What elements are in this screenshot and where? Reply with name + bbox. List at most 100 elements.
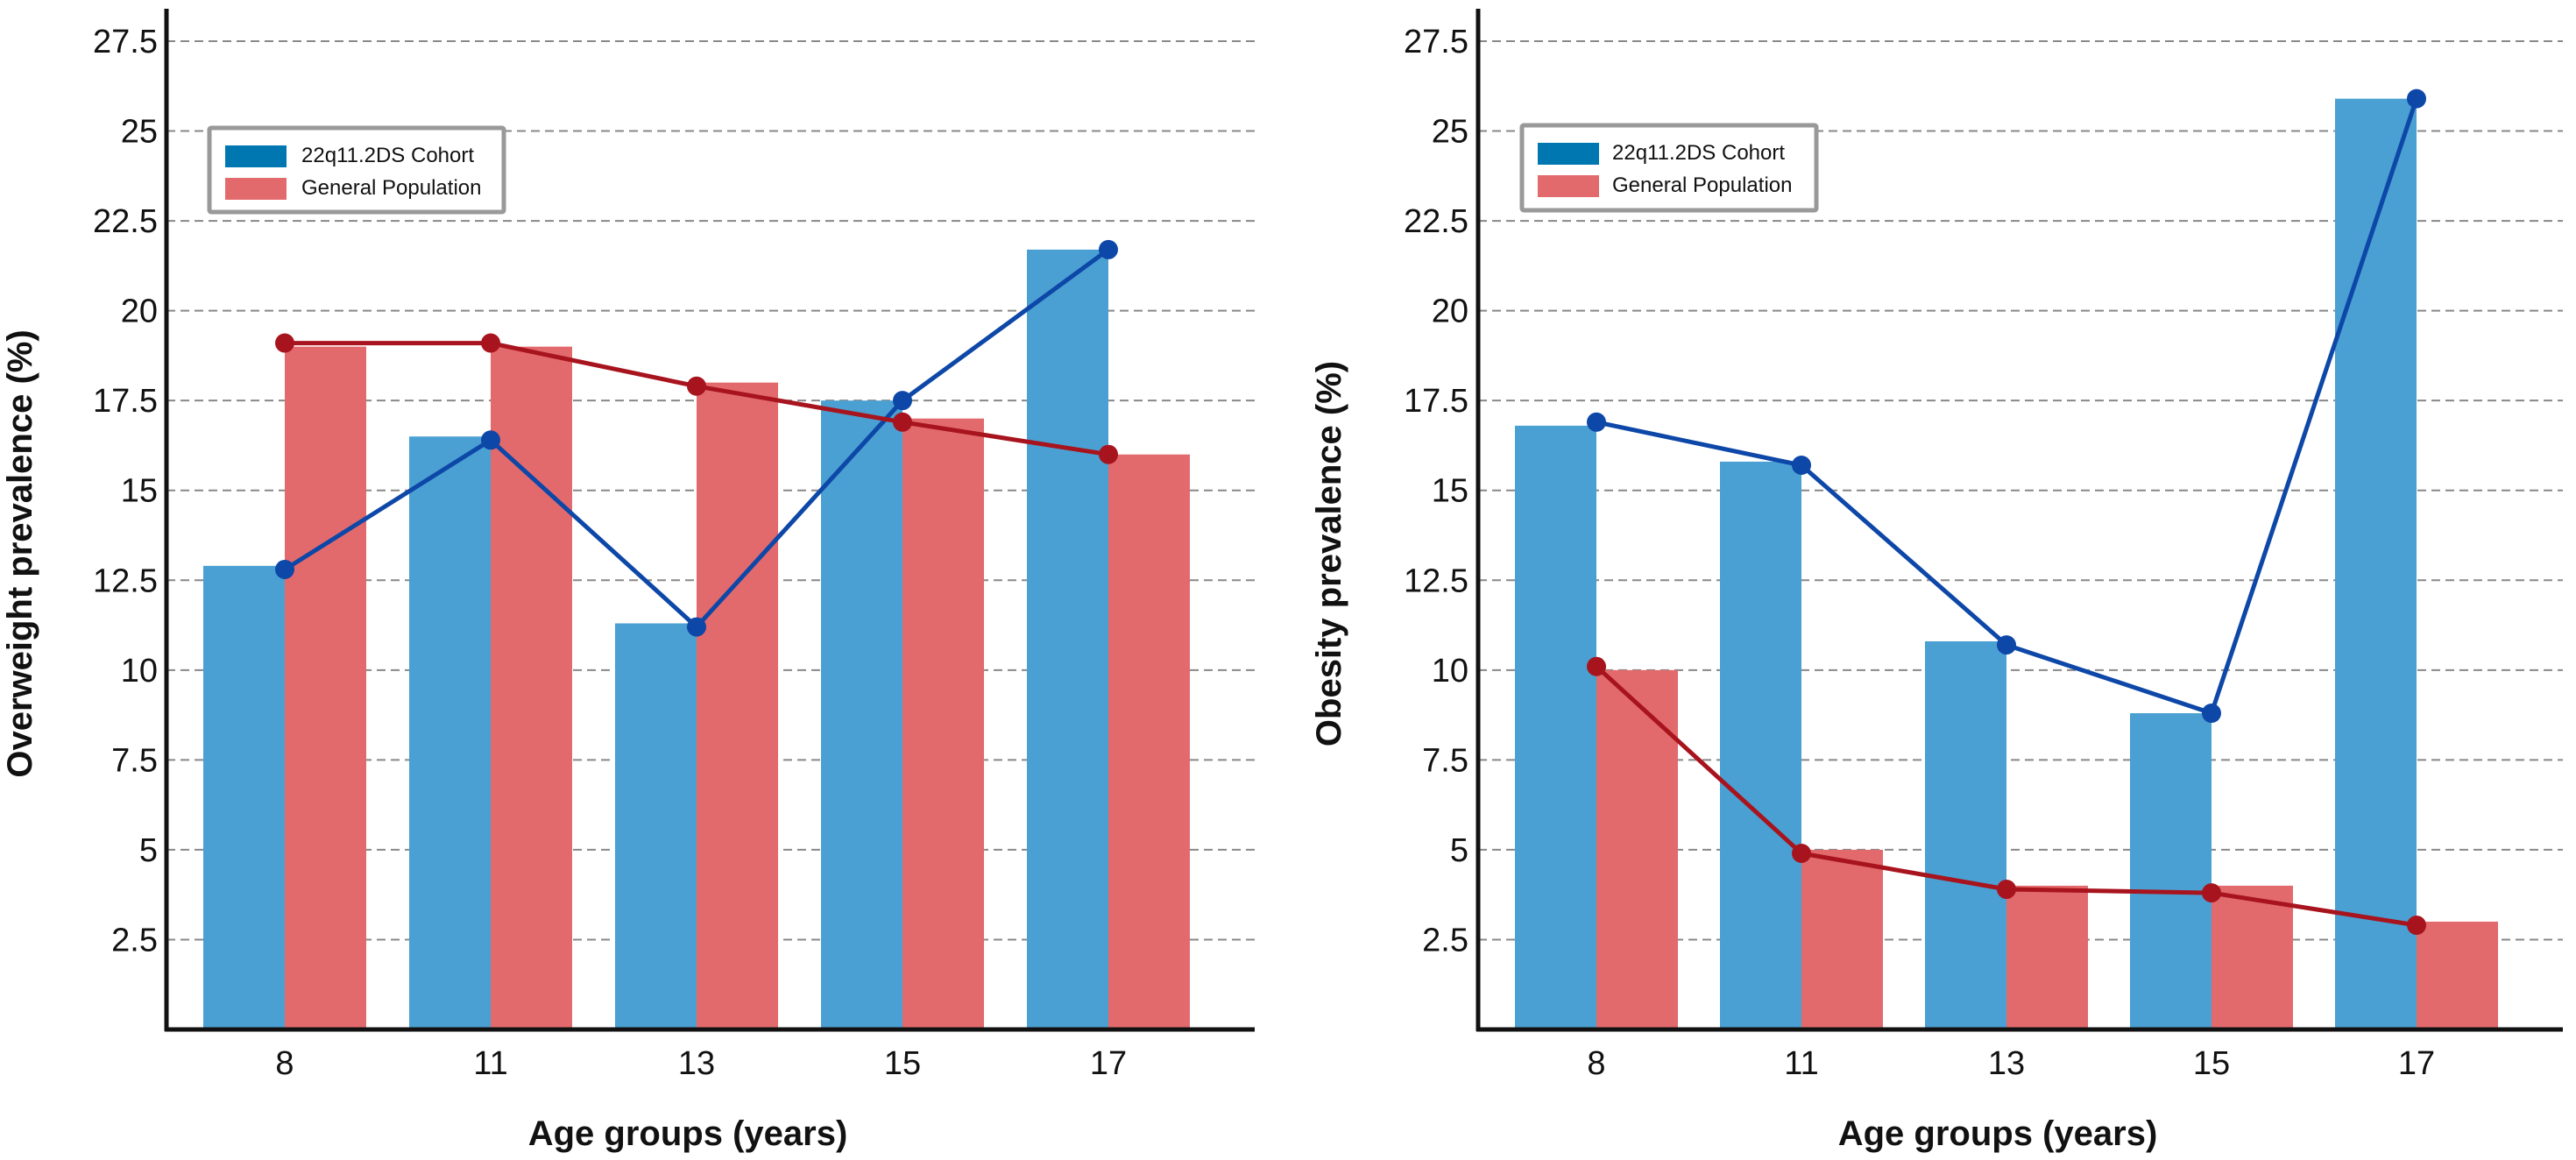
obesity-y-tick-label: 15 [1432,473,1468,510]
obesity-trend-point-cohort [2407,88,2426,109]
overweight-bars [203,249,1190,1029]
obesity-y-tick-label: 10 [1432,653,1468,690]
overweight-chart-panel: 2.5 5 7.5 10 12.5 15 17.5 20 22.5 25 27.5 8 11 13 15 1… [1,9,1255,1153]
obesity-x-tick-label: 8 [1587,1045,1605,1082]
overweight-y-tick-label: 12.5 [93,562,158,599]
overweight-y-ticks: 2.5 5 7.5 10 12.5 15 17.5 20 22.5 25 27.5 [93,24,158,958]
obesity-y-tick-label: 17.5 [1404,383,1468,420]
overweight-legend-label-general: General Population [301,176,481,200]
obesity-chart-panel: 2.5 5 7.5 10 12.5 15 17.5 20 22.5 25 27.5 8 11 13 15 1… [1310,9,2563,1153]
obesity-trend-point-general [2407,916,2426,936]
obesity-y-axis-title: Obesity prevalence (%) [1310,361,1348,746]
overweight-trend-point-cohort [893,391,912,411]
overweight-bar-cohort [615,623,697,1029]
overweight-y-tick-label: 27.5 [93,24,158,60]
overweight-trend-point-cohort [275,559,294,579]
obesity-trend-point-cohort [1587,412,1606,432]
obesity-trend-point-general [2202,883,2221,903]
obesity-bar-general [2417,921,2498,1029]
overweight-x-axis-title: Age groups (years) [528,1114,848,1153]
overweight-trend-point-cohort [687,617,706,637]
obesity-trend-point-cohort [2202,704,2221,724]
overweight-trend-point-general [1099,444,1118,464]
overweight-legend-label-cohort: 22q11.2DS Cohort [301,144,474,167]
obesity-legend-swatch-general [1538,175,1599,197]
overweight-y-tick-label: 22.5 [93,203,158,240]
obesity-bar-cohort [2130,713,2212,1029]
overweight-bar-general [1108,454,1190,1029]
obesity-x-tick-label: 11 [1784,1045,1818,1082]
obesity-trend-point-cohort [1997,635,2016,655]
obesity-bar-cohort [1515,425,1596,1029]
obesity-y-tick-label: 2.5 [1422,922,1468,958]
obesity-y-tick-label: 12.5 [1404,562,1468,599]
overweight-bar-cohort [821,400,902,1029]
overweight-x-tick-label: 17 [1090,1045,1127,1082]
overweight-bar-general [491,346,572,1029]
overweight-y-tick-label: 17.5 [93,383,158,420]
overweight-x-tick-label: 11 [473,1045,507,1082]
obesity-bar-cohort [1720,461,1801,1029]
obesity-legend: 22q11.2DS Cohort General Population [1519,123,1819,213]
obesity-legend-swatch-cohort [1538,143,1599,165]
overweight-bar-cohort [1027,249,1108,1029]
overweight-trend-point-general [893,412,912,432]
overweight-trend-point-cohort [1099,239,1118,259]
overweight-x-tick-label: 8 [275,1045,294,1082]
obesity-x-tick-label: 13 [1988,1045,2025,1082]
overweight-y-tick-label: 25 [121,114,158,151]
obesity-y-tick-label: 27.5 [1404,24,1468,60]
overweight-bar-cohort [203,565,285,1029]
obesity-bar-general [1801,849,1883,1029]
overweight-legend-swatch-cohort [225,145,287,167]
obesity-axes [1476,9,2563,1032]
obesity-bars [1515,98,2498,1029]
overweight-axes [164,9,1255,1032]
obesity-bar-general [2006,885,2088,1029]
obesity-y-tick-label: 25 [1432,114,1468,151]
overweight-legend-swatch-general [225,178,287,200]
overweight-trend-point-general [687,376,706,396]
overweight-x-ticks: 8 11 13 15 17 [275,1045,1127,1082]
overweight-legend: 22q11.2DS Cohort General Population [207,125,506,215]
overweight-y-tick-label: 2.5 [111,922,158,958]
obesity-trend-point-general [1997,880,2016,900]
overweight-y-tick-label: 15 [121,473,158,510]
overweight-y-tick-label: 20 [121,294,158,330]
overweight-y-tick-label: 5 [139,832,158,869]
obesity-trend-point-general [1792,844,1811,864]
overweight-trend-point-general [481,333,500,353]
obesity-bar-cohort [2335,98,2417,1029]
obesity-x-tick-label: 15 [2193,1045,2230,1082]
obesity-x-tick-label: 17 [2398,1045,2435,1082]
overweight-trend-point-general [275,333,294,353]
obesity-bar-general [2212,885,2293,1029]
overweight-bar-general [697,382,778,1029]
obesity-y-tick-label: 22.5 [1404,203,1468,240]
obesity-legend-label-cohort: 22q11.2DS Cohort [1612,141,1785,165]
obesity-bar-cohort [1925,641,2006,1029]
overweight-y-tick-label: 10 [121,653,158,690]
overweight-bar-cohort [409,436,491,1029]
obesity-legend-box [1519,123,1819,213]
overweight-y-tick-label: 7.5 [111,742,158,779]
obesity-x-axis-title: Age groups (years) [1838,1114,2158,1153]
obesity-bar-general [1596,669,1678,1029]
obesity-y-ticks: 2.5 5 7.5 10 12.5 15 17.5 20 22.5 25 27.5 [1404,24,1468,958]
obesity-y-tick-label: 20 [1432,294,1468,330]
obesity-trend-point-general [1587,656,1606,676]
overweight-bar-general [902,418,984,1029]
overweight-x-tick-label: 15 [884,1045,921,1082]
overweight-trend-point-cohort [481,430,500,450]
obesity-trend-points [1587,88,2426,936]
obesity-y-tick-label: 5 [1450,832,1468,869]
overweight-trend-points [275,239,1118,637]
obesity-x-ticks: 8 11 13 15 17 [1587,1045,2435,1082]
overweight-y-axis-title: Overweight prevalence (%) [1,329,39,777]
obesity-legend-label-general: General Population [1612,173,1792,197]
overweight-x-tick-label: 13 [678,1045,715,1082]
obesity-trend-point-cohort [1792,456,1811,476]
obesity-y-tick-label: 7.5 [1422,742,1468,779]
overweight-bar-general [285,346,366,1029]
